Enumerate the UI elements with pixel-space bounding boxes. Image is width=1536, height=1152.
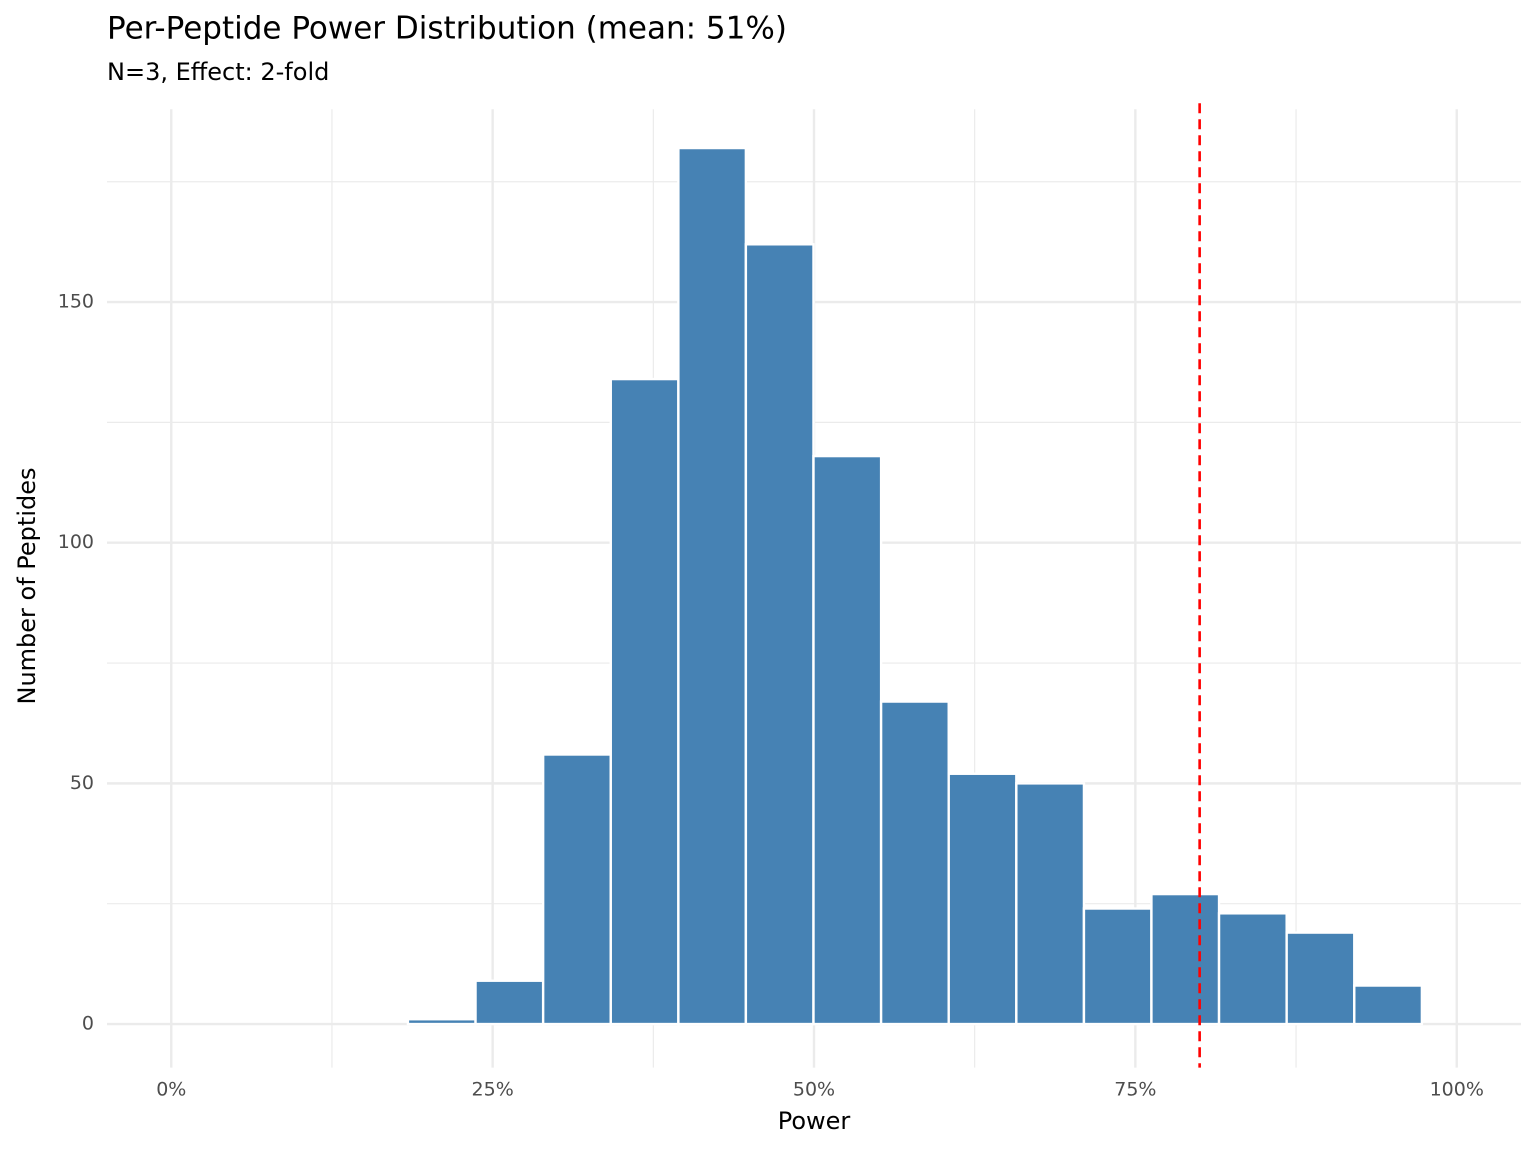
- y-tick-label: 0: [82, 1013, 94, 1035]
- bar: [1285, 931, 1356, 1026]
- y-tick-label: 150: [58, 291, 94, 313]
- bar: [879, 700, 950, 1026]
- chart-title: Per-Peptide Power Distribution (mean: 51…: [107, 11, 787, 47]
- x-tick-label: 75%: [1114, 1079, 1156, 1101]
- y-tick-label: 50: [70, 772, 94, 794]
- x-tick-label: 0%: [156, 1079, 186, 1101]
- y-tick-label: 100: [58, 531, 94, 553]
- y-axis-title: Number of Peptides: [13, 468, 41, 705]
- bar: [1150, 892, 1221, 1026]
- bar: [947, 772, 1018, 1026]
- bar: [609, 377, 680, 1026]
- x-axis-title: Power: [778, 1107, 851, 1135]
- bar: [474, 979, 545, 1026]
- bar: [812, 454, 883, 1026]
- x-tick-label: 50%: [793, 1079, 835, 1101]
- bar: [1217, 912, 1288, 1026]
- bar: [1082, 907, 1153, 1026]
- bar: [677, 146, 748, 1026]
- chart-subtitle: N=3, Effect: 2-fold: [107, 58, 329, 86]
- x-tick-label: 100%: [1430, 1079, 1484, 1101]
- bar: [1015, 782, 1086, 1026]
- x-tick-label: 25%: [472, 1079, 514, 1101]
- bar: [1353, 984, 1424, 1026]
- bar: [406, 1018, 477, 1026]
- bar: [541, 753, 612, 1026]
- bar: [744, 243, 815, 1026]
